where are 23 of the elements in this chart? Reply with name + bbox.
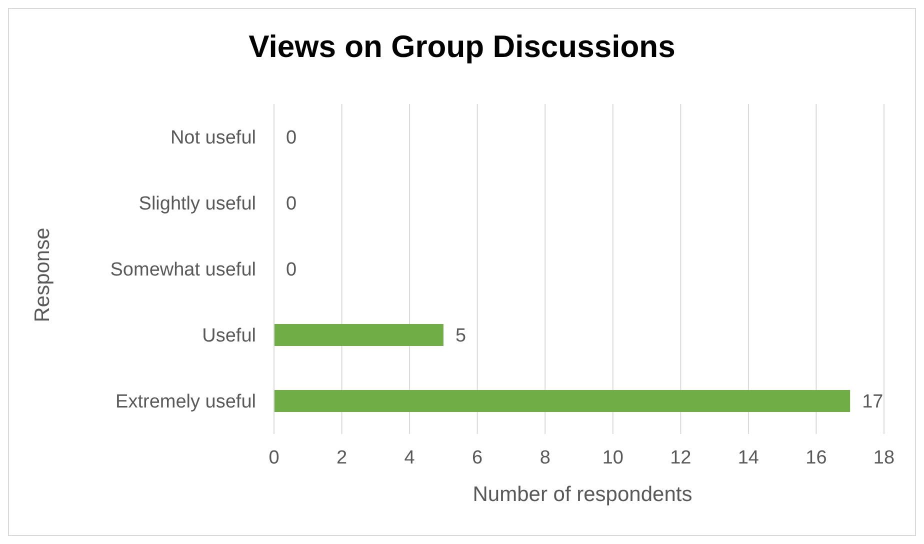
chart-title: Views on Group Discussions [248, 29, 676, 65]
x-tick-label: 0 [268, 447, 280, 468]
y-tick-label: Extremely useful [116, 392, 256, 413]
data-label: 0 [286, 194, 297, 215]
x-tick-label: 2 [336, 447, 348, 468]
data-label: 5 [455, 326, 466, 347]
x-tick-label: 8 [540, 447, 550, 468]
x-tick-label: 6 [472, 447, 483, 468]
y-tick-label: Slightly useful [138, 194, 256, 215]
y-tick-label: Useful [202, 326, 256, 347]
x-tick-label: 14 [738, 447, 760, 468]
x-tick-label: 18 [873, 447, 895, 468]
data-label: 0 [286, 260, 297, 281]
x-tick-label: 12 [670, 447, 692, 468]
y-tick-label: Somewhat useful [110, 260, 256, 281]
x-tick-label: 10 [602, 447, 624, 468]
data-label: 0 [286, 128, 297, 149]
y-tick-label: Not useful [170, 128, 256, 149]
y-axis-title: Response [31, 228, 55, 322]
x-tick-label: 4 [404, 447, 416, 468]
x-axis-title: Number of respondents [472, 483, 694, 507]
data-label: 17 [862, 392, 884, 413]
x-tick-label: 16 [806, 447, 827, 468]
